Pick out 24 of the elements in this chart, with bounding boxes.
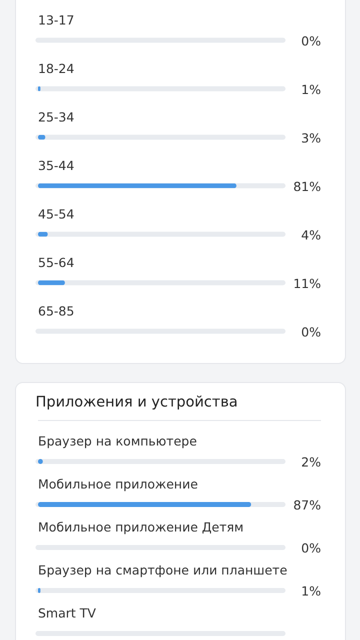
y-tick-label: Браузер на смартфоне или планшете [38, 562, 288, 578]
y-tick-label: 55-64 [38, 254, 74, 270]
data-label: 0% [301, 324, 322, 340]
data-label: 1% [301, 82, 322, 97]
data-label: 87% [293, 498, 322, 512]
y-tick-label: 65-85 [38, 303, 74, 318]
data-label: 81% [293, 178, 322, 194]
y-tick-label: Smart TV [38, 606, 96, 620]
data-label: 0% [301, 33, 322, 48]
data-label: 11% [293, 276, 322, 291]
y-tick-label: Мобильное приложение [38, 476, 198, 492]
y-tick-label: Браузер на компьютере [38, 434, 198, 448]
data-label: 2% [301, 454, 322, 470]
y-tick-label: 35-44 [38, 158, 74, 173]
y-tick-label: 13-17 [38, 12, 74, 28]
data-label: 3% [301, 130, 322, 146]
data-label: 1% [301, 584, 322, 598]
y-tick-label: 45-54 [38, 206, 74, 222]
data-label: 4% [301, 227, 322, 242]
y-tick-label: 18-24 [38, 60, 74, 76]
y-tick-label: 25-34 [38, 109, 74, 124]
chart-title: Приложения и устройства [36, 394, 238, 410]
data-label: 0% [301, 540, 322, 556]
y-tick-label: Мобильное приложение Детям [38, 520, 244, 534]
